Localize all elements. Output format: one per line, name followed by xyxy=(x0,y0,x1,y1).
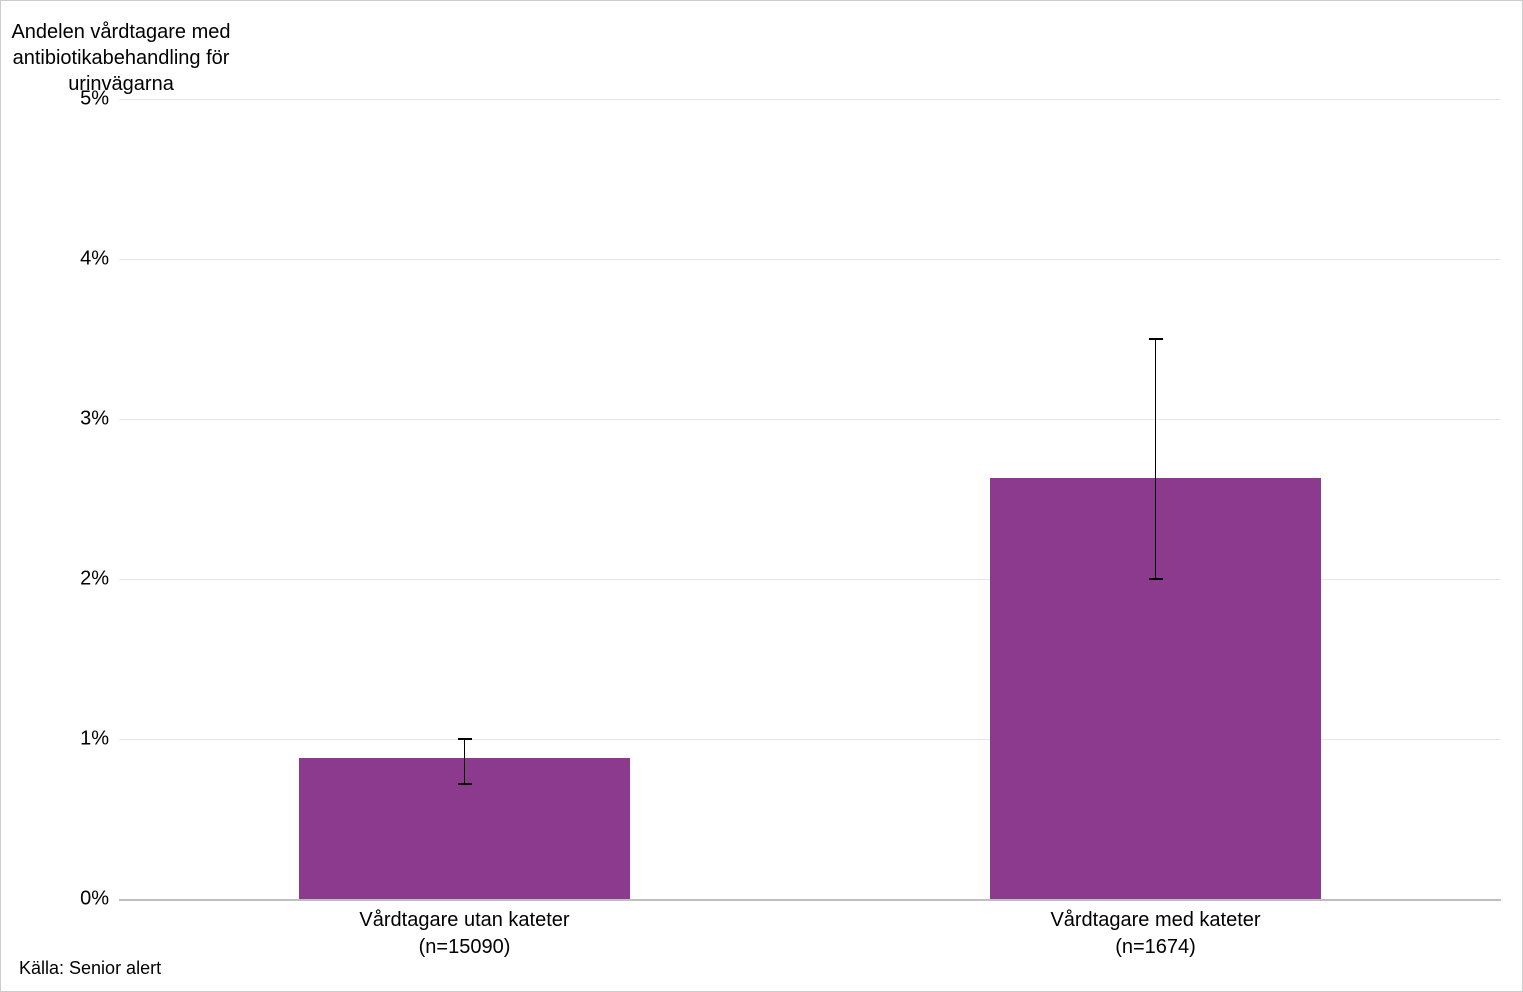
error-bar xyxy=(1155,339,1157,579)
chart-frame: Andelen vårdtagare med antibiotikabehand… xyxy=(0,0,1523,992)
error-cap xyxy=(458,738,472,740)
error-cap xyxy=(458,783,472,785)
y-tick-label: 3% xyxy=(80,408,109,431)
gridline xyxy=(119,259,1501,260)
error-cap xyxy=(1149,338,1163,340)
x-tick-label: Vårdtagare utan kateter(n=15090) xyxy=(359,907,569,961)
gridline xyxy=(119,899,1501,901)
x-tick-label: Vårdtagare med kateter(n=1674) xyxy=(1050,907,1260,961)
y-tick-label: 1% xyxy=(80,728,109,751)
plot-area: 0%1%2%3%4%5%Vårdtagare utan kateter(n=15… xyxy=(119,99,1501,899)
gridline xyxy=(119,419,1501,420)
error-bar xyxy=(464,739,466,784)
x-tick-label-line: Vårdtagare utan kateter xyxy=(359,907,569,934)
gridline xyxy=(119,99,1501,100)
y-tick-label: 0% xyxy=(80,888,109,911)
x-tick-label-line: (n=1674) xyxy=(1050,934,1260,961)
y-tick-label: 2% xyxy=(80,568,109,591)
error-cap xyxy=(1149,578,1163,580)
y-tick-label: 5% xyxy=(80,88,109,111)
x-tick-label-line: (n=15090) xyxy=(359,934,569,961)
source-label: Källa: Senior alert xyxy=(19,958,161,979)
y-axis-title: Andelen vårdtagare med antibiotikabehand… xyxy=(11,19,231,97)
x-tick-label-line: Vårdtagare med kateter xyxy=(1050,907,1260,934)
y-tick-label: 4% xyxy=(80,248,109,271)
